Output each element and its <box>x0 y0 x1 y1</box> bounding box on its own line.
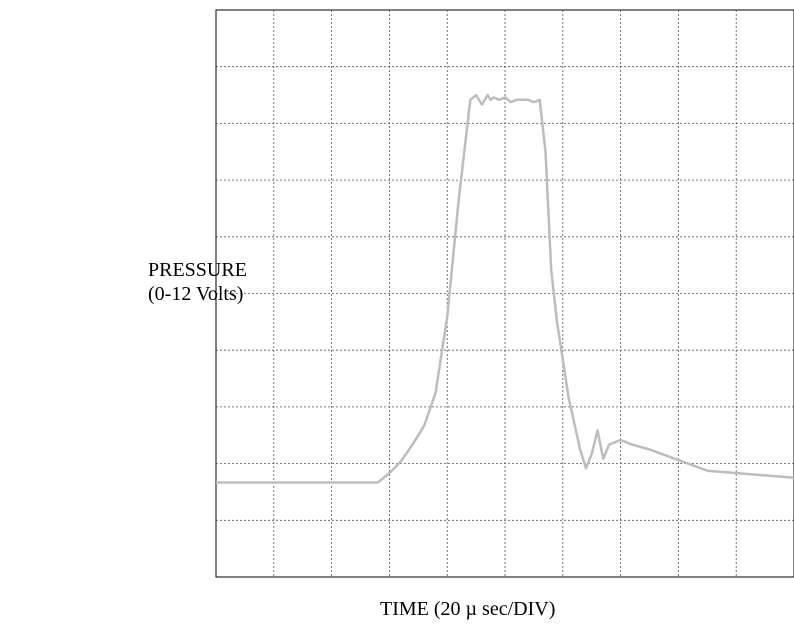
pressure-trace <box>216 93 794 484</box>
x-axis-label: TIME (20 µ sec/DIV) <box>380 598 556 620</box>
y-axis-label: PRESSURE (0-12 Volts) <box>148 258 278 306</box>
y-axis-label-line-2: (0-12 Volts) <box>148 283 244 305</box>
grid-lines <box>216 10 794 577</box>
y-axis-label-line-1: PRESSURE <box>148 259 247 281</box>
